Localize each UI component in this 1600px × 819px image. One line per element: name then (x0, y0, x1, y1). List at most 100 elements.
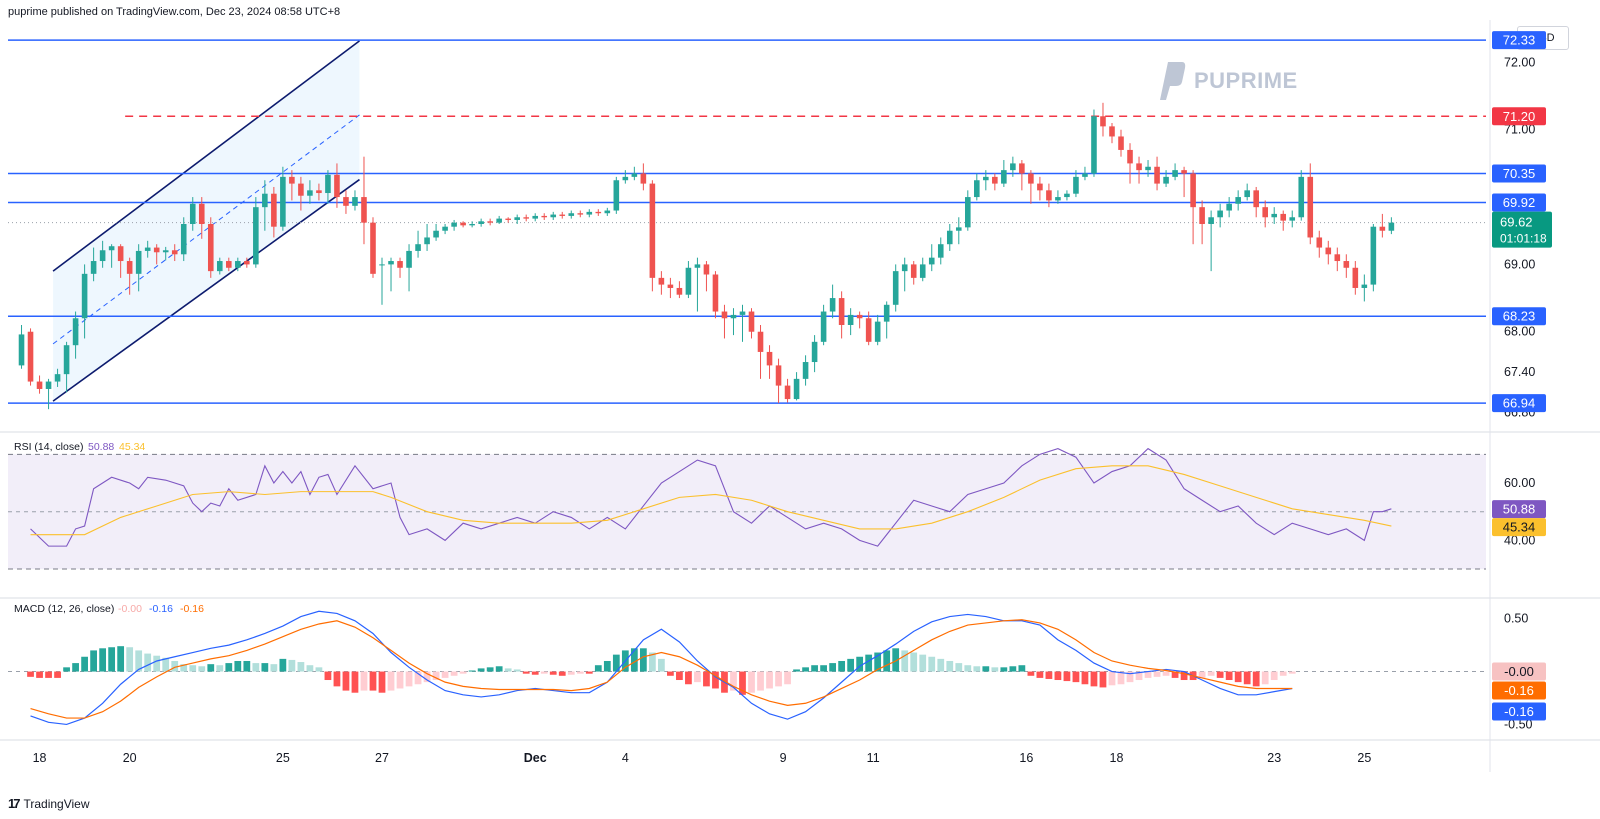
macd-tick-label: -0.50 (1504, 717, 1533, 731)
macd-histogram-bar (396, 671, 404, 689)
tradingview-logo-icon: 17 (8, 796, 21, 811)
macd-histogram-bar (450, 671, 458, 676)
macd-histogram-bar (558, 671, 566, 676)
macd-histogram-bar (495, 666, 503, 672)
macd-histogram-bar (667, 671, 674, 676)
countdown-timer: 01:01:18 (1500, 232, 1547, 246)
candle-body (757, 331, 764, 352)
candle-body (1226, 203, 1232, 211)
candle-body (586, 211, 593, 215)
macd-histogram-bar (594, 665, 602, 672)
candle-body (604, 210, 611, 214)
macd-badge (1492, 662, 1546, 681)
candle-body (883, 304, 890, 322)
macd-histogram-bar (567, 671, 575, 675)
candle-body (1199, 207, 1205, 224)
candle-body (694, 264, 701, 268)
time-tick-label: 25 (1357, 751, 1371, 765)
candle-body (1289, 217, 1296, 221)
candle-body (811, 341, 818, 363)
candle-body (1064, 193, 1070, 198)
macd-histogram-bar (856, 656, 864, 672)
candle-body (63, 345, 70, 375)
candle-body (126, 261, 133, 274)
macd-histogram-bar (108, 647, 116, 672)
macd-histogram-bar (1090, 671, 1098, 687)
rsi-line (30, 447, 1392, 547)
macd-histogram-bar (784, 671, 791, 685)
candle-body (775, 365, 782, 386)
macd-histogram-bar (189, 665, 197, 672)
candle-body (856, 314, 863, 319)
macd-histogram-bar (504, 668, 512, 672)
candle-body (712, 274, 719, 312)
level-badge (1492, 193, 1546, 212)
candle-body (1118, 136, 1124, 150)
candle-body (1181, 170, 1187, 174)
candle-body (1352, 267, 1359, 288)
macd-histogram-bar (207, 664, 215, 672)
macd-histogram-bar (802, 667, 809, 672)
last-price-badge (1492, 211, 1552, 248)
candle-body (901, 264, 908, 272)
macd-histogram-bar (378, 671, 386, 693)
candle-body (207, 224, 214, 272)
candle-body (397, 261, 403, 268)
candle-body (910, 264, 917, 278)
macd-histogram-bar (1018, 665, 1026, 672)
tradingview-brand[interactable]: 17 TradingView (8, 796, 90, 811)
macd-histogram-bar (1171, 671, 1179, 678)
level-badge-label: 69.92 (1503, 195, 1536, 210)
macd-histogram-bar (1072, 671, 1080, 683)
macd-histogram-bar (630, 648, 638, 672)
macd-histogram-bar (90, 650, 97, 672)
macd-histogram-bar (531, 671, 539, 675)
macd-histogram-bar (1126, 671, 1134, 683)
candle-body (892, 271, 899, 305)
candle-body (1091, 116, 1097, 174)
rsi-pane[interactable]: 60.00 40.00 RSI (14, close) 50.88 45.34 (8, 441, 1535, 570)
candle-body (352, 197, 358, 206)
publish-info: puprime published on TradingView.com, De… (8, 6, 341, 18)
macd-histogram-bar (549, 671, 557, 675)
candle-body (162, 250, 169, 253)
time-tick-label: 18 (1110, 751, 1124, 765)
rsi-tick-label: 40.00 (1504, 533, 1535, 547)
macd-histogram-bar (757, 671, 764, 691)
time-tick-label: 18 (33, 751, 47, 765)
candle-body (550, 214, 557, 218)
macd-histogram-bar (811, 665, 818, 672)
candle-body (135, 250, 142, 274)
macd-histogram-bar (937, 658, 945, 672)
candle-body (226, 261, 232, 268)
macd-histogram-bar (252, 663, 260, 672)
candle-body (965, 197, 971, 228)
macd-histogram-bar (847, 658, 855, 672)
candle-body (406, 250, 412, 268)
macd-histogram-bar (703, 671, 710, 687)
macd-histogram-bar (261, 663, 269, 672)
macd-histogram-bar (1234, 671, 1242, 683)
macd-histogram-bar (658, 658, 665, 672)
macd-histogram-bar (1000, 667, 1008, 672)
rsi-tick-label: 60.00 (1504, 476, 1535, 490)
macd-histogram-bar (72, 663, 79, 672)
time-axis[interactable]: 18 20 25 27 Dec 4 9 11 16 18 23 25 (33, 751, 1372, 765)
candle-body (370, 222, 376, 274)
candle-body (1163, 176, 1169, 184)
macd-histogram-bar (1243, 671, 1251, 685)
macd-histogram-bar (910, 652, 918, 672)
candle-body (730, 314, 737, 319)
macd-histogram-bar (477, 668, 485, 672)
macd-histogram-bar (766, 671, 773, 689)
macd-histogram-bar (432, 671, 440, 681)
candle-body (1190, 173, 1196, 208)
price-tick-label: 72.00 (1504, 55, 1535, 69)
macd-histogram-bar (1207, 671, 1215, 676)
candle-body (1334, 254, 1341, 262)
candle-body (640, 173, 647, 184)
macd-histogram-bar (297, 662, 305, 672)
